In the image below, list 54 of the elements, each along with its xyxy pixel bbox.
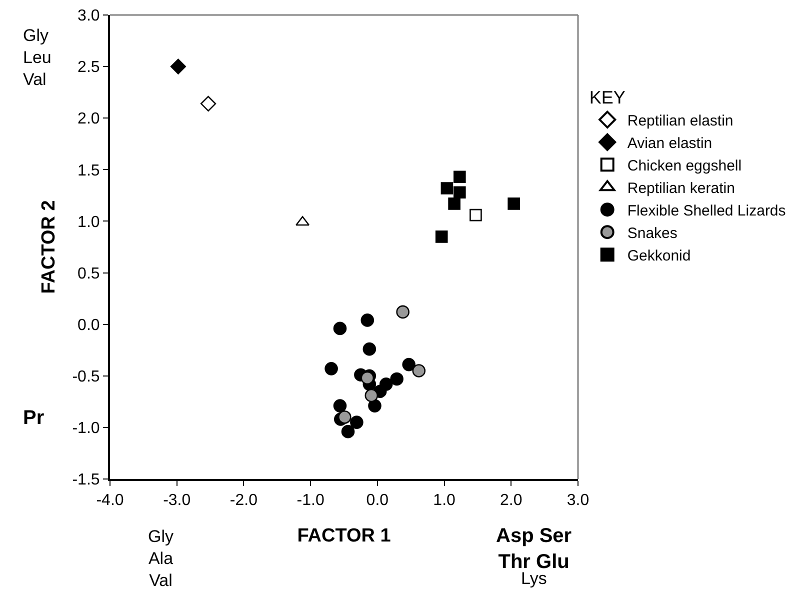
x-tick-label: -2.0 [230,492,258,510]
point [454,186,466,198]
point [412,364,426,378]
text: Gly Leu Val [23,26,52,90]
x-tick-label: -4.0 [96,492,124,510]
y-tick-label: 1.5 [78,162,100,180]
point [368,399,382,412]
point [341,424,355,438]
y-tick-label: 0.5 [78,265,100,282]
y-tick-label: 2.0 [78,110,100,128]
point [402,358,416,372]
legend-label: Reptilian keratin [627,180,735,197]
x-tick-label: 3.0 [566,492,590,510]
y-axis-title: FACTOR 2 [38,200,60,294]
legend-label: Reptilian elastin [627,112,734,130]
legend-label: Snakes [627,224,678,242]
text: Pr [23,407,44,429]
legend-label: Flexible Shelled Lizards [627,202,786,220]
point [390,372,404,386]
point [333,322,347,336]
x-tick-label: 2.0 [500,492,522,510]
y-tick-label: -1.0 [72,420,100,438]
point [470,208,482,222]
point [324,362,338,376]
x-tick-label: 0.0 [366,492,389,510]
point [396,305,410,319]
point [360,314,374,327]
point [364,388,378,402]
point [338,410,352,424]
y-tick-label: -0.5 [72,368,100,386]
x-tick-label: -3.0 [163,492,191,510]
point [333,399,347,412]
x-axis-title: FACTOR 1 [297,526,392,546]
point [350,416,364,429]
y-tick-label: -1.5 [72,472,100,489]
x-tick-label: 1.0 [433,492,456,510]
text: Gly Ala Val [148,527,174,590]
point [362,342,376,356]
x-tick-label: -1.0 [296,492,324,510]
y-tick-label: 1.0 [78,214,100,231]
point [454,170,466,184]
y-tick-label: 2.5 [78,59,100,76]
point [508,198,520,210]
y-tick-label: 3.0 [78,8,100,25]
point [435,230,448,243]
legend-label: Chicken eggshell [627,157,742,174]
legend-title: KEY [589,87,626,108]
point [200,96,216,112]
legend-label: Avian elastin [627,134,712,152]
point [440,182,454,194]
y-tick-label: 0.0 [78,316,100,334]
point [448,198,460,210]
legend-label: Gekkonid [627,247,691,264]
point [170,58,186,74]
